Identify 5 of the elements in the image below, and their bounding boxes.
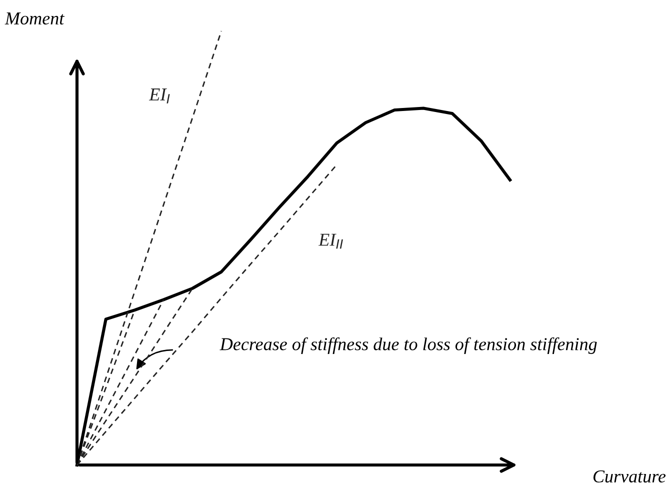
series-label: EI$_{II}$ <box>318 234 343 249</box>
series-label: EI$_{I}$ <box>148 88 170 104</box>
y-axis-title: Moment <box>4 12 65 25</box>
x-axis-title: Curvature <box>593 470 666 483</box>
annotation: Decrease of stiffness due to loss of tension stiffening <box>220 337 597 354</box>
